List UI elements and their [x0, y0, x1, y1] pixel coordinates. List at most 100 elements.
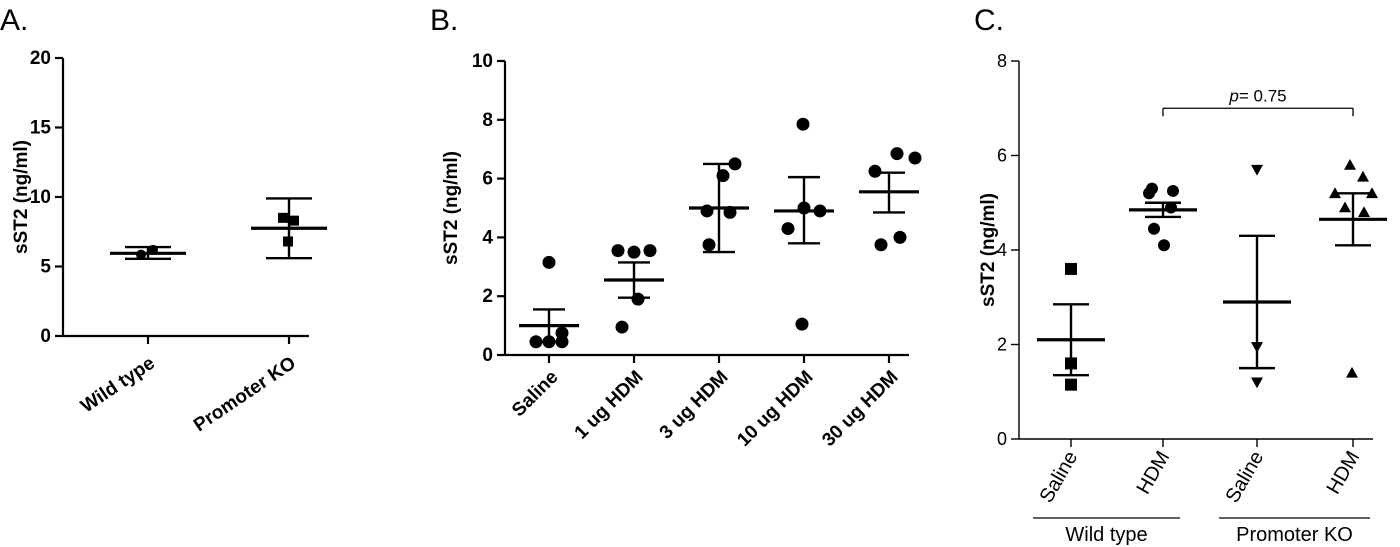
x-category-label: Wild type	[77, 353, 159, 418]
panel-c-marks	[1037, 158, 1387, 391]
data-point	[908, 151, 922, 165]
data-point	[797, 201, 811, 215]
data-point	[1339, 201, 1351, 213]
p-value-text: = 0.75	[1239, 86, 1287, 105]
data-point	[631, 292, 645, 306]
data-point	[542, 255, 556, 269]
data-point	[728, 157, 742, 171]
panel-a-letter: A.	[0, 4, 28, 37]
data-point	[1346, 366, 1358, 378]
x-category-label: Promoter KO	[190, 353, 300, 437]
data-point	[1165, 201, 1177, 214]
data-point	[700, 204, 714, 218]
data-point	[1065, 262, 1077, 275]
y-tick-label: 15	[30, 118, 52, 139]
data-point	[723, 205, 737, 219]
data-point	[1148, 222, 1160, 235]
y-tick-label: 6	[997, 146, 1007, 166]
x-category-label: Saline	[1221, 448, 1268, 507]
y-tick-label: 8	[997, 51, 1007, 71]
data-point	[1251, 342, 1263, 353]
panel-a-axes: 0 5 10 15 20 Wild type Promoter KO	[30, 48, 309, 436]
panel-b-marks	[519, 117, 922, 349]
data-point	[890, 147, 904, 161]
data-point	[1357, 170, 1369, 182]
data-point	[643, 244, 657, 258]
data-group	[1223, 164, 1291, 389]
y-tick-label: 8	[482, 110, 493, 131]
x-category-label: HDM	[1323, 448, 1365, 498]
data-point	[796, 117, 810, 131]
data-point	[542, 335, 556, 349]
y-tick-label: 5	[40, 257, 51, 278]
x-category-label: Saline	[1035, 448, 1082, 507]
data-point	[868, 164, 882, 178]
data-point	[611, 244, 625, 258]
panel-c-comparison: p= 0.75	[1162, 86, 1354, 117]
y-tick-label: 20	[30, 48, 51, 69]
panel-a-y-axis-title: sST2 (ng/ml)	[11, 140, 32, 254]
group-label: Promoter KO	[1236, 524, 1353, 546]
data-point	[1344, 158, 1356, 170]
panel-b-axes: 0 2 4 6 8 10 Saline 1 ug HDM 3 ug HDM 10 ug HDM 30…	[472, 51, 909, 451]
data-group	[1129, 182, 1197, 252]
data-point	[1167, 184, 1179, 197]
data-point	[1143, 187, 1155, 200]
data-point	[1329, 187, 1341, 199]
x-category-label: 10 ug HDM	[733, 367, 817, 451]
data-point	[627, 245, 641, 259]
data-point	[1158, 239, 1170, 252]
y-tick-label: 0	[482, 345, 493, 366]
data-point	[529, 335, 543, 349]
y-tick-label: 4	[482, 227, 493, 248]
data-point	[148, 244, 158, 255]
data-group	[689, 157, 749, 254]
panel-c-axes: 0 2 4 6 8 Saline HDM Saline HDM	[997, 51, 1373, 507]
panel-a-chart: A. sST2 (ng/ml) 0 5 10 15 20 Wild type Promote…	[0, 4, 327, 436]
data-point	[781, 222, 795, 236]
data-group	[110, 244, 186, 261]
data-point	[136, 249, 146, 260]
data-point	[813, 204, 827, 218]
data-point	[283, 236, 293, 247]
x-category-label: HDM	[1133, 448, 1175, 498]
data-point	[615, 320, 629, 334]
x-category-label: 3 ug HDM	[656, 367, 733, 444]
data-point	[1251, 377, 1263, 389]
data-group	[519, 255, 579, 349]
y-tick-label: 6	[482, 169, 493, 190]
p-value-symbol: p	[1228, 86, 1238, 105]
panel-a-marks	[110, 197, 327, 261]
data-point	[874, 238, 888, 252]
data-point	[795, 317, 809, 331]
data-point	[278, 212, 288, 223]
data-point	[1358, 206, 1370, 217]
data-point	[1065, 378, 1077, 391]
data-point	[716, 169, 730, 183]
data-group	[251, 197, 327, 260]
p-value-label: p= 0.75	[1228, 86, 1286, 105]
y-tick-label: 10	[472, 51, 493, 72]
data-group	[859, 147, 922, 252]
panel-c-y-axis-title: sST2 (ng/ml)	[978, 193, 999, 307]
panel-c-letter: C.	[974, 4, 1004, 37]
group-label: Wild type	[1065, 524, 1147, 546]
data-group	[1319, 158, 1387, 378]
y-tick-label: 2	[482, 286, 493, 307]
data-point	[1065, 357, 1077, 370]
y-tick-label: 2	[997, 335, 1007, 355]
panel-b-y-axis-title: sST2 (ng/ml)	[441, 151, 462, 265]
panel-c-group-labels: Wild type Promoter KO	[1033, 517, 1370, 546]
y-tick-label: 10	[30, 187, 51, 208]
data-group	[774, 117, 834, 331]
panel-b-chart: B. sST2 (ng/ml) 0 2 4 6 8 10 Saline 1 ug HDM 3 u…	[430, 4, 922, 451]
x-category-label: Saline	[508, 367, 562, 421]
data-point	[893, 230, 907, 244]
y-tick-label: 0	[997, 429, 1007, 449]
data-point	[702, 238, 716, 252]
y-tick-label: 0	[40, 326, 51, 347]
data-point	[1251, 164, 1263, 176]
data-group	[1037, 262, 1105, 391]
